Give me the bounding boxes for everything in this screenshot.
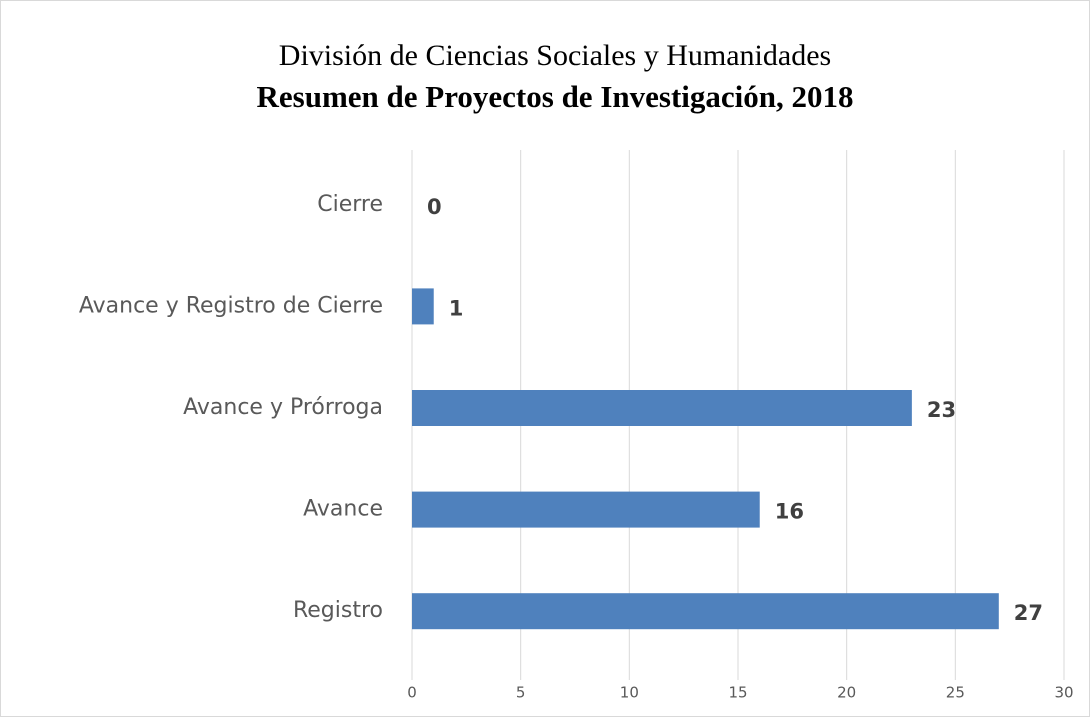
x-tick-label: 0 [407, 684, 417, 702]
value-label: 16 [775, 500, 804, 524]
bar [412, 390, 912, 426]
x-tick-label: 25 [946, 684, 965, 702]
chart-title: División de Ciencias Sociales y Humanida… [279, 39, 831, 72]
value-label: 27 [1014, 601, 1043, 625]
bar [412, 491, 760, 528]
y-tick-label: Avance y Prórroga [183, 395, 383, 420]
bar [412, 593, 999, 630]
value-label: 23 [927, 398, 956, 422]
bar [412, 288, 434, 325]
value-label: 0 [427, 195, 442, 219]
x-tick-label: 30 [1054, 684, 1073, 702]
x-tick-label: 5 [516, 684, 526, 702]
y-tick-label: Cierre [317, 192, 383, 217]
x-tick-label: 15 [728, 684, 747, 702]
y-tick-label: Avance [303, 497, 383, 522]
chart-subtitle: Resumen de Proyectos de Investigación, 2… [257, 79, 854, 114]
y-tick-label: Registro [293, 598, 383, 623]
y-tick-label: Avance y Registro de Cierre [79, 293, 383, 318]
x-tick-label: 10 [620, 684, 639, 702]
x-tick-label: 20 [837, 684, 856, 702]
value-label: 1 [449, 296, 464, 320]
